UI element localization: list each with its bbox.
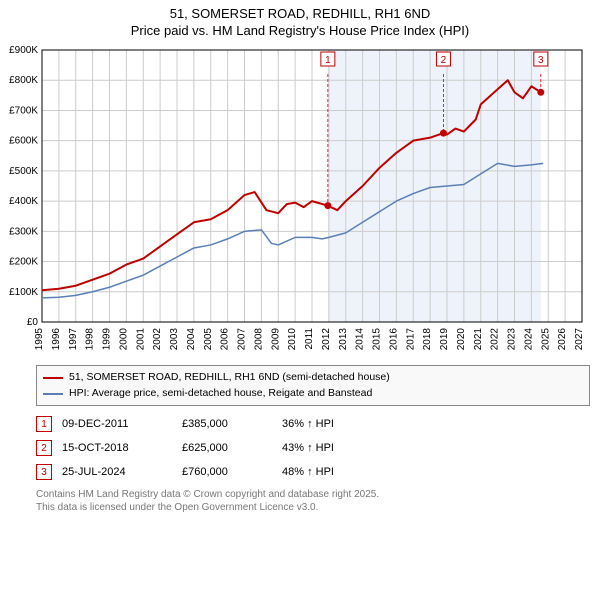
x-tick-label: 2008 [253, 327, 264, 350]
event-date: 25-JUL-2024 [62, 466, 182, 478]
x-tick-label: 2013 [338, 327, 349, 350]
event-price: £625,000 [182, 442, 282, 454]
chart-area: £0 £100K £200K £300K £400K £500K £600K £700K £80… [8, 46, 592, 361]
x-tick-label: 2002 [152, 327, 163, 350]
event-pct: 43% ↑ HPI [282, 442, 422, 454]
x-tick-label: 2018 [422, 327, 433, 350]
legend-swatch [43, 393, 63, 395]
x-tick-label: 1997 [68, 327, 79, 350]
x-tick-label: 2005 [203, 327, 214, 350]
y-tick-label: £400K [9, 196, 38, 207]
legend-row: HPI: Average price, semi-detached house,… [43, 386, 583, 402]
x-tick-label: 2019 [439, 327, 450, 350]
y-tick-label: £100K [9, 287, 38, 298]
x-tick-label: 2023 [507, 327, 518, 350]
legend-swatch [43, 377, 63, 379]
y-tick-label: £300K [9, 226, 38, 237]
y-tick-label: £800K [9, 75, 38, 86]
events-table: 1 09-DEC-2011£385,00036% ↑ HPI 2 15-OCT-201… [36, 416, 590, 480]
x-tick-label: 2007 [237, 327, 248, 350]
legend-row: 51, SOMERSET ROAD, REDHILL, RH1 6ND (sem… [43, 370, 583, 386]
x-tick-label: 1999 [102, 327, 113, 350]
event-pct: 36% ↑ HPI [282, 418, 422, 430]
x-tick-label: 2015 [372, 327, 383, 350]
x-tick-label: 2000 [118, 327, 129, 350]
forecast-band [328, 50, 541, 322]
x-tick-label: 2027 [574, 327, 585, 350]
marker-dot [440, 130, 447, 137]
line-chart: £0 £100K £200K £300K £400K £500K £600K £700K £80… [8, 46, 590, 356]
y-tick-label: £500K [9, 166, 38, 177]
event-row: 3 25-JUL-2024£760,00048% ↑ HPI [36, 464, 590, 480]
x-tick-label: 2014 [355, 327, 366, 350]
event-row: 1 09-DEC-2011£385,00036% ↑ HPI [36, 416, 590, 432]
x-tick-label: 2009 [270, 327, 281, 350]
marker-badge-label: 3 [538, 55, 544, 66]
marker-badge-label: 1 [325, 55, 331, 66]
event-price: £385,000 [182, 418, 282, 430]
y-tick-label: £200K [9, 256, 38, 267]
event-date: 09-DEC-2011 [62, 418, 182, 430]
x-tick-label: 2003 [169, 327, 180, 350]
x-tick-label: 2010 [287, 327, 298, 350]
y-tick-label: £900K [9, 46, 38, 56]
x-tick-label: 2024 [523, 327, 534, 350]
attribution-footer: Contains HM Land Registry data © Crown c… [36, 488, 590, 514]
y-tick-label: £0 [27, 317, 39, 328]
footer-line2: This data is licensed under the Open Gov… [36, 501, 590, 514]
legend-label: 51, SOMERSET ROAD, REDHILL, RH1 6ND (sem… [69, 370, 390, 386]
x-tick-label: 1995 [34, 327, 45, 350]
x-tick-label: 2011 [304, 327, 315, 349]
x-tick-label: 2004 [186, 327, 197, 350]
x-tick-label: 2006 [220, 327, 231, 350]
y-tick-label: £600K [9, 136, 38, 147]
x-tick-label: 2016 [388, 327, 399, 350]
chart-title-line2: Price paid vs. HM Land Registry's House … [0, 23, 600, 38]
event-badge: 2 [36, 440, 52, 456]
event-badge: 1 [36, 416, 52, 432]
x-tick-label: 2020 [456, 327, 467, 350]
x-tick-label: 2021 [473, 327, 484, 350]
x-tick-label: 2026 [557, 327, 568, 350]
event-row: 2 15-OCT-2018£625,00043% ↑ HPI [36, 440, 590, 456]
y-tick-label: £700K [9, 105, 38, 116]
x-tick-label: 2025 [540, 327, 551, 350]
event-badge: 3 [36, 464, 52, 480]
x-tick-label: 2012 [321, 327, 332, 350]
x-tick-label: 1998 [85, 327, 96, 350]
legend: 51, SOMERSET ROAD, REDHILL, RH1 6ND (sem… [36, 365, 590, 407]
x-tick-label: 2022 [490, 327, 501, 350]
marker-badge-label: 2 [441, 55, 447, 66]
legend-label: HPI: Average price, semi-detached house,… [69, 386, 372, 402]
footer-line1: Contains HM Land Registry data © Crown c… [36, 488, 590, 501]
event-pct: 48% ↑ HPI [282, 466, 422, 478]
x-tick-label: 1996 [51, 327, 62, 350]
event-price: £760,000 [182, 466, 282, 478]
x-tick-label: 2017 [405, 327, 416, 350]
marker-dot [324, 202, 331, 209]
marker-dot [537, 89, 544, 96]
chart-title-line1: 51, SOMERSET ROAD, REDHILL, RH1 6ND [0, 0, 600, 23]
event-date: 15-OCT-2018 [62, 442, 182, 454]
x-tick-label: 2001 [135, 327, 146, 350]
